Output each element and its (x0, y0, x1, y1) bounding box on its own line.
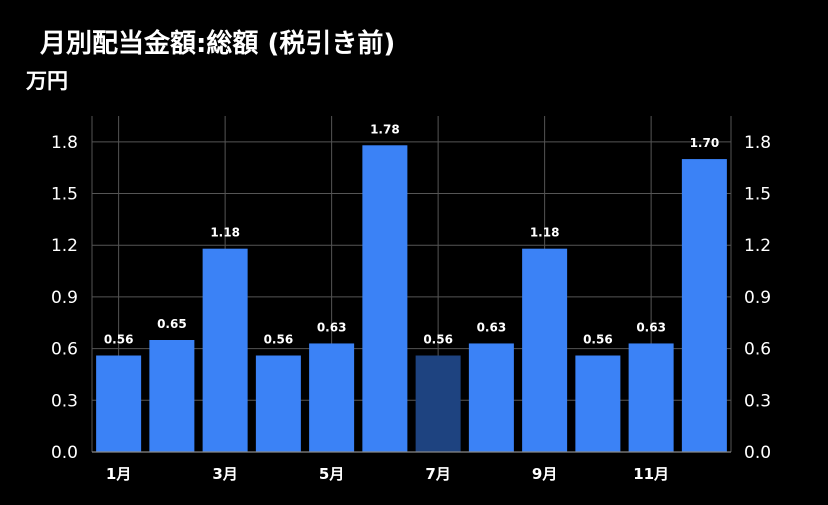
bar-value-label: 0.65 (157, 317, 187, 331)
x-tick-label: 7月 (425, 465, 450, 483)
y-tick-label-left: 0.3 (51, 391, 78, 411)
y-tick-label-right: 1.8 (744, 133, 771, 153)
bar-2月 (149, 340, 195, 452)
bar-8月 (468, 343, 514, 452)
y-tick-label-left: 0.0 (51, 443, 78, 463)
x-tick-label: 5月 (319, 465, 344, 483)
x-tick-label: 3月 (212, 465, 237, 483)
y-tick-label-right: 0.0 (744, 443, 771, 463)
bar-10月 (575, 355, 621, 452)
bar-value-label: 0.63 (317, 320, 347, 334)
chart-title: 月別配当金額:総額 (税引き前) (39, 28, 395, 59)
y-axis-unit-label: 万円 (25, 69, 68, 93)
bar-value-label: 0.63 (636, 320, 666, 334)
bar-6月 (362, 145, 408, 453)
bar-value-label: 1.78 (370, 122, 400, 136)
bar-value-label: 0.56 (423, 333, 453, 347)
y-tick-label-right: 0.6 (744, 340, 771, 360)
x-tick-label: 11月 (633, 465, 669, 483)
bar-4月 (255, 355, 301, 452)
y-tick-label-right: 1.5 (744, 185, 771, 205)
bar-value-label: 0.56 (264, 333, 294, 347)
bar-7月 (415, 355, 461, 452)
bars-layer (96, 145, 727, 453)
y-tick-label-left: 1.8 (51, 133, 78, 153)
bar-5月 (309, 343, 355, 452)
y-tick-label-right: 1.2 (744, 236, 771, 256)
labels-layer: 0.56 0.65 1.18 0.56 0.63 1.78 0.56 0.63 1.18 0.56… (104, 122, 719, 346)
x-tick-label: 9月 (532, 465, 557, 483)
bar-9月 (522, 248, 568, 452)
bar-value-label: 1.18 (530, 226, 560, 240)
y-tick-label-left: 1.5 (51, 185, 78, 205)
y-tick-label-left: 0.9 (51, 288, 78, 308)
bar-value-label: 0.56 (583, 333, 613, 347)
y-tick-label-right: 0.3 (744, 391, 771, 411)
bar-value-label: 1.70 (690, 136, 720, 150)
bar-value-label: 1.18 (210, 226, 240, 240)
bar-12月 (681, 159, 727, 453)
y-tick-label-left: 1.2 (51, 236, 78, 256)
y-tick-label-right: 0.9 (744, 288, 771, 308)
bar-value-label: 0.56 (104, 333, 134, 347)
bar-11月 (628, 343, 674, 452)
bar-1月 (96, 355, 142, 452)
bar-value-label: 0.63 (477, 320, 507, 334)
y-tick-label-left: 0.6 (51, 340, 78, 360)
axis-layer: 0.0 0.0 0.3 0.3 0.6 0.6 0.9 0.9 1.2 1.2 1.5 1.5 1.8 1… (51, 116, 771, 483)
x-tick-label: 1月 (106, 465, 131, 483)
bar-3月 (202, 248, 248, 452)
